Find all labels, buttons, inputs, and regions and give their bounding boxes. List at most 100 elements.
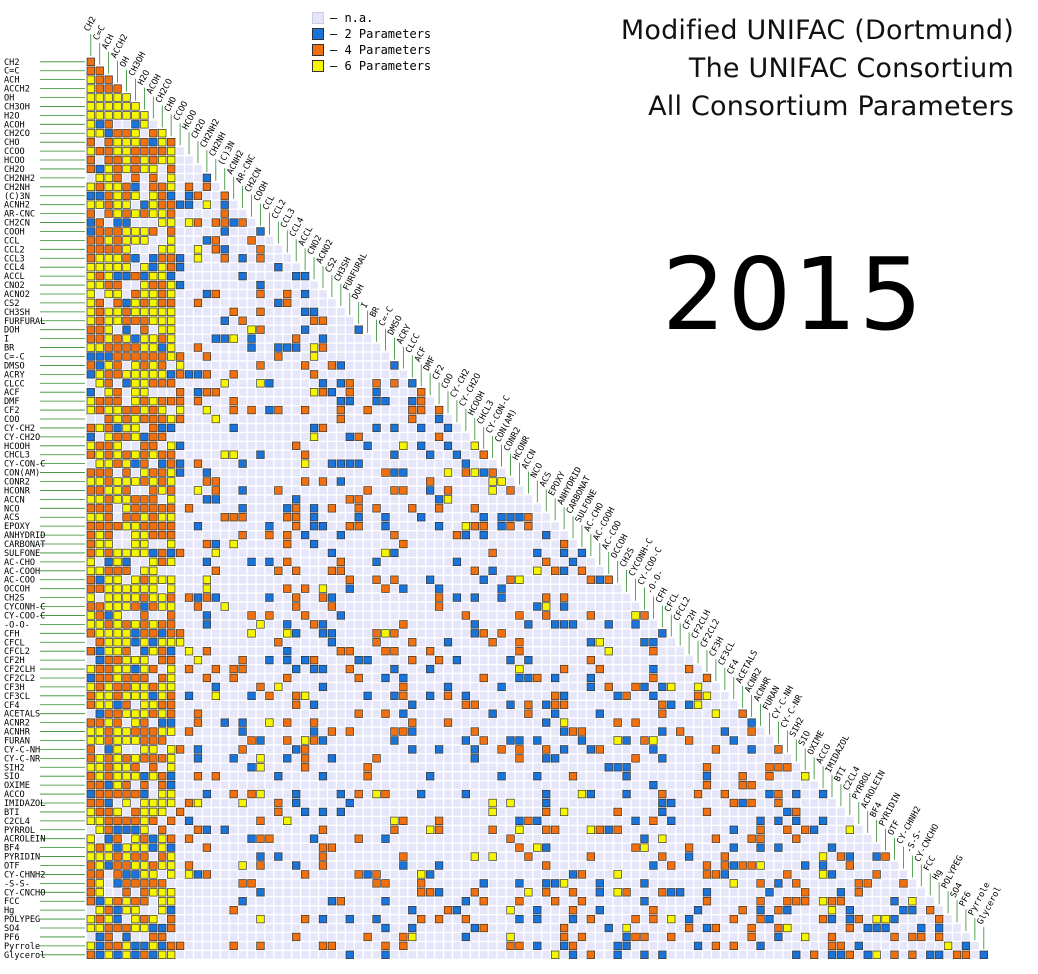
matrix-cell bbox=[203, 343, 211, 352]
matrix-cell bbox=[238, 664, 247, 674]
matrix-cell bbox=[337, 433, 345, 441]
matrix-cell bbox=[569, 897, 577, 906]
matrix-cell bbox=[131, 450, 140, 459]
matrix-cell bbox=[703, 799, 711, 807]
matrix-cell bbox=[113, 879, 122, 888]
matrix-cell bbox=[908, 915, 917, 923]
matrix-cell bbox=[95, 209, 104, 218]
matrix-cell bbox=[212, 620, 220, 629]
matrix-cell bbox=[247, 567, 256, 575]
matrix-cell bbox=[158, 817, 167, 825]
matrix-cell bbox=[167, 539, 176, 549]
matrix-cell bbox=[300, 325, 310, 334]
matrix-cell bbox=[667, 638, 676, 647]
matrix-cell bbox=[185, 558, 193, 566]
matrix-cell bbox=[158, 504, 167, 513]
matrix-cell bbox=[676, 897, 684, 906]
matrix-cell bbox=[318, 593, 328, 602]
matrix-cell bbox=[801, 799, 809, 807]
matrix-cell bbox=[220, 674, 229, 682]
matrix-cell bbox=[95, 905, 104, 915]
matrix-cell bbox=[801, 932, 810, 942]
matrix-cell bbox=[453, 933, 461, 941]
matrix-cell bbox=[390, 942, 399, 950]
matrix-cell bbox=[363, 513, 372, 522]
matrix-cell bbox=[167, 289, 176, 299]
matrix-cell bbox=[283, 450, 292, 459]
matrix-cell bbox=[185, 299, 193, 307]
matrix-cell bbox=[194, 683, 202, 691]
matrix-cell bbox=[256, 343, 265, 352]
matrix-cell bbox=[551, 638, 559, 647]
matrix-cell bbox=[846, 897, 854, 906]
matrix-cell bbox=[238, 513, 247, 522]
matrix-cell bbox=[318, 941, 328, 951]
matrix-cell bbox=[95, 879, 104, 888]
matrix-cell bbox=[372, 897, 381, 906]
matrix-cell bbox=[381, 941, 390, 951]
matrix-cell bbox=[256, 558, 265, 566]
matrix-cell bbox=[461, 468, 471, 477]
matrix-cell bbox=[399, 495, 408, 504]
matrix-cell bbox=[649, 763, 658, 772]
matrix-cell bbox=[747, 808, 756, 816]
matrix-cell bbox=[176, 209, 184, 218]
matrix-cell bbox=[569, 540, 577, 548]
matrix-cell bbox=[363, 700, 372, 709]
matrix-cell bbox=[533, 914, 542, 924]
matrix-cell bbox=[524, 700, 533, 709]
matrix-cell bbox=[274, 352, 283, 361]
matrix-cell bbox=[212, 602, 220, 611]
matrix-cell bbox=[140, 655, 149, 665]
matrix-cell bbox=[667, 763, 676, 772]
matrix-cell bbox=[712, 843, 720, 852]
matrix-cell bbox=[560, 611, 568, 620]
matrix-cell bbox=[104, 316, 113, 325]
matrix-cell bbox=[185, 281, 193, 289]
matrix-cell bbox=[310, 808, 318, 816]
matrix-cell bbox=[444, 629, 452, 638]
matrix-cell bbox=[292, 468, 300, 477]
matrix-cell bbox=[444, 745, 452, 754]
matrix-cell bbox=[185, 540, 193, 548]
matrix-cell bbox=[613, 843, 622, 852]
matrix-cell bbox=[140, 825, 149, 834]
matrix-cell bbox=[372, 575, 381, 584]
matrix-cell bbox=[506, 674, 515, 682]
matrix-cell bbox=[95, 897, 104, 906]
matrix-cell bbox=[774, 905, 783, 915]
matrix-cell bbox=[86, 486, 95, 495]
matrix-cell bbox=[417, 450, 426, 459]
matrix-cell bbox=[238, 388, 247, 397]
matrix-cell bbox=[587, 843, 595, 852]
matrix-cell bbox=[488, 665, 497, 673]
matrix-cell bbox=[667, 727, 676, 736]
matrix-cell bbox=[363, 709, 372, 718]
matrix-cell bbox=[113, 263, 122, 272]
matrix-cell bbox=[193, 870, 203, 879]
matrix-cell bbox=[158, 629, 167, 638]
matrix-cell bbox=[212, 504, 220, 513]
matrix-cell bbox=[238, 852, 247, 861]
matrix-cell bbox=[256, 647, 265, 655]
matrix-cell bbox=[453, 477, 461, 486]
matrix-cell bbox=[587, 924, 595, 932]
matrix-cell bbox=[506, 567, 515, 575]
matrix-cell bbox=[309, 513, 319, 522]
matrix-cell bbox=[238, 271, 247, 281]
matrix-cell bbox=[640, 932, 649, 942]
matrix-cell bbox=[283, 781, 292, 789]
matrix-cell bbox=[247, 611, 256, 620]
matrix-cell bbox=[577, 897, 587, 906]
matrix-cell bbox=[721, 843, 729, 852]
matrix-cell bbox=[337, 933, 345, 941]
matrix-cell bbox=[122, 932, 131, 942]
matrix-cell bbox=[631, 656, 640, 664]
matrix-cell bbox=[184, 727, 194, 736]
matrix-cell bbox=[515, 843, 524, 852]
matrix-cell bbox=[337, 629, 345, 638]
matrix-cell bbox=[461, 932, 471, 942]
matrix-cell bbox=[86, 522, 95, 531]
matrix-cell bbox=[328, 531, 336, 539]
matrix-cell bbox=[399, 406, 408, 414]
